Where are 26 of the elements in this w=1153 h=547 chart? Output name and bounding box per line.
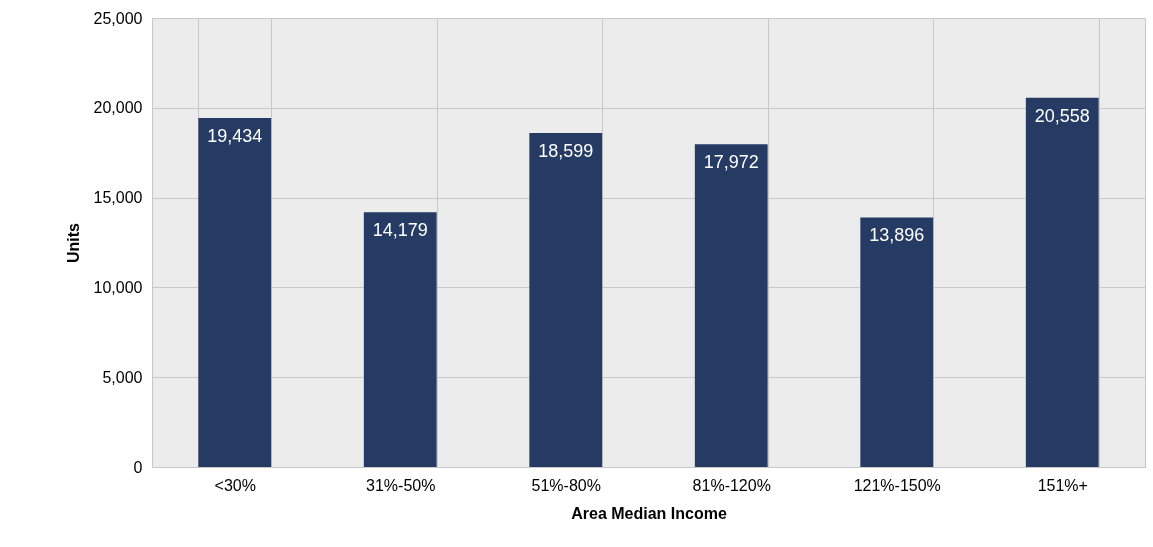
y-axis-title: Units — [64, 222, 82, 263]
bar — [363, 212, 437, 467]
data-label: 13,896 — [869, 225, 925, 246]
y-tick-label: 20,000 — [93, 99, 143, 117]
bar — [198, 117, 272, 467]
x-tick-label: 51%-80% — [531, 476, 601, 494]
y-tick-label: 5,000 — [102, 368, 143, 386]
y-tick-label: 25,000 — [93, 9, 143, 27]
x-tick-label: 81%-120% — [692, 476, 771, 494]
bar — [529, 132, 603, 467]
data-label: 19,434 — [207, 125, 263, 146]
bar — [694, 144, 768, 467]
y-tick-label: 10,000 — [93, 278, 143, 296]
data-label: 17,972 — [703, 152, 759, 173]
x-axis-title: Area Median Income — [571, 504, 727, 522]
data-label: 20,558 — [1034, 105, 1090, 126]
x-tick-label: 151%+ — [1037, 476, 1088, 494]
bar — [1025, 97, 1099, 467]
bar — [860, 217, 934, 467]
y-tick-label: 15,000 — [93, 189, 143, 207]
x-tick-label: 31%-50% — [366, 476, 436, 494]
x-tick-label: <30% — [214, 476, 256, 494]
data-label: 18,599 — [538, 140, 594, 161]
y-tick-label: 0 — [133, 458, 143, 476]
x-tick-label: 121%-150% — [853, 476, 941, 494]
data-label: 14,179 — [372, 220, 428, 241]
